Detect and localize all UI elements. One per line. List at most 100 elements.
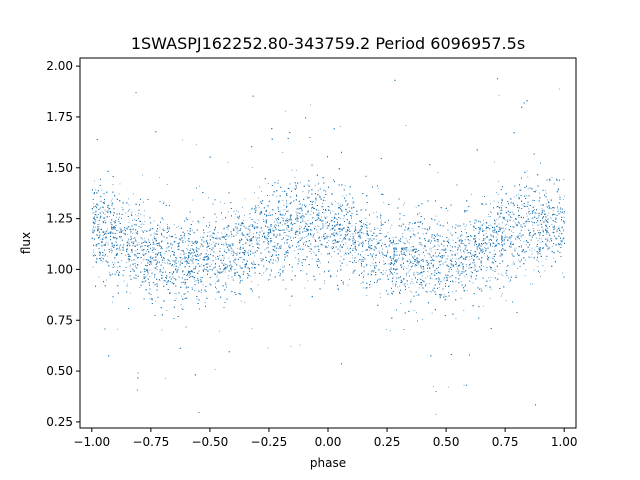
scatter-point: [436, 278, 438, 279]
scatter-point: [226, 234, 228, 236]
scatter-point: [463, 384, 465, 386]
scatter-point: [409, 230, 411, 232]
scatter-point: [422, 271, 424, 273]
scatter-point: [288, 236, 290, 237]
scatter-point: [476, 257, 478, 258]
scatter-point: [111, 232, 113, 234]
scatter-point: [432, 218, 434, 220]
scatter-point: [143, 215, 145, 217]
scatter-point: [121, 260, 122, 261]
scatter-point: [256, 241, 258, 243]
scatter-point: [539, 192, 540, 194]
scatter-point: [149, 298, 151, 300]
scatter-point: [449, 268, 451, 270]
scatter-point: [275, 225, 277, 226]
scatter-point: [542, 265, 544, 267]
scatter-point: [527, 188, 529, 190]
scatter-point: [496, 192, 498, 193]
scatter-point: [488, 257, 490, 259]
scatter-point: [107, 242, 109, 244]
scatter-point: [460, 280, 462, 282]
scatter-point: [401, 281, 403, 283]
scatter-point: [295, 211, 297, 213]
scatter-point: [216, 236, 218, 238]
scatter-point: [107, 244, 109, 246]
scatter-point: [523, 223, 525, 225]
scatter-point: [186, 248, 188, 250]
scatter-point: [470, 271, 472, 273]
scatter-point: [160, 270, 162, 272]
scatter-point: [222, 270, 224, 272]
scatter-point: [186, 257, 187, 258]
scatter-point: [227, 264, 228, 266]
scatter-point: [282, 199, 284, 201]
scatter-point: [358, 260, 360, 262]
scatter-point: [406, 240, 408, 242]
scatter-point: [337, 249, 339, 251]
scatter-point: [344, 239, 346, 240]
scatter-point: [93, 251, 95, 253]
scatter-point: [380, 227, 382, 229]
scatter-point: [192, 220, 194, 222]
scatter-point: [367, 238, 369, 239]
scatter-point: [550, 239, 552, 240]
scatter-point: [466, 256, 468, 258]
scatter-point: [276, 196, 278, 198]
scatter-point: [490, 288, 492, 290]
scatter-point: [479, 243, 481, 244]
scatter-point: [212, 241, 214, 243]
scatter-point: [149, 276, 151, 278]
scatter-point: [167, 263, 169, 265]
scatter-point: [248, 249, 250, 251]
scatter-point: [199, 185, 200, 187]
scatter-point: [308, 229, 309, 230]
scatter-point: [389, 274, 390, 275]
scatter-point: [148, 245, 150, 246]
scatter-point: [365, 217, 367, 219]
scatter-point: [469, 280, 471, 282]
scatter-point: [154, 233, 156, 235]
scatter-point: [544, 220, 546, 222]
scatter-point: [526, 213, 527, 215]
scatter-point: [381, 242, 383, 244]
scatter-point: [199, 246, 201, 248]
scatter-point: [356, 213, 358, 215]
scatter-point: [287, 245, 289, 247]
scatter-point: [435, 215, 437, 217]
scatter-point: [93, 225, 95, 227]
scatter-point: [108, 208, 110, 210]
scatter-point: [299, 216, 301, 217]
scatter-point: [350, 215, 352, 217]
scatter-point: [423, 266, 425, 268]
scatter-point: [326, 222, 328, 224]
scatter-point: [244, 301, 246, 303]
scatter-point: [482, 305, 484, 307]
scatter-point: [118, 193, 120, 195]
scatter-point: [435, 291, 436, 293]
scatter-point: [257, 227, 259, 228]
scatter-point: [93, 249, 95, 251]
scatter-point: [228, 257, 230, 259]
scatter-point: [538, 217, 539, 219]
scatter-point: [244, 214, 245, 216]
scatter-point: [168, 246, 169, 248]
scatter-point: [119, 227, 121, 229]
scatter-point: [253, 221, 255, 223]
scatter-point: [450, 245, 451, 247]
scatter-point: [359, 238, 361, 239]
scatter-point: [223, 203, 225, 204]
scatter-point: [413, 256, 414, 258]
scatter-point: [410, 249, 412, 251]
scatter-point: [169, 276, 171, 278]
scatter-point: [543, 210, 545, 212]
scatter-point: [470, 262, 472, 264]
scatter-point: [119, 216, 120, 218]
scatter-point: [366, 265, 367, 267]
scatter-point: [259, 235, 260, 237]
scatter-point: [105, 237, 107, 239]
scatter-point: [254, 272, 256, 273]
scatter-point: [492, 245, 493, 247]
scatter-point: [502, 238, 503, 240]
scatter-point: [372, 262, 374, 264]
scatter-point: [142, 238, 143, 240]
